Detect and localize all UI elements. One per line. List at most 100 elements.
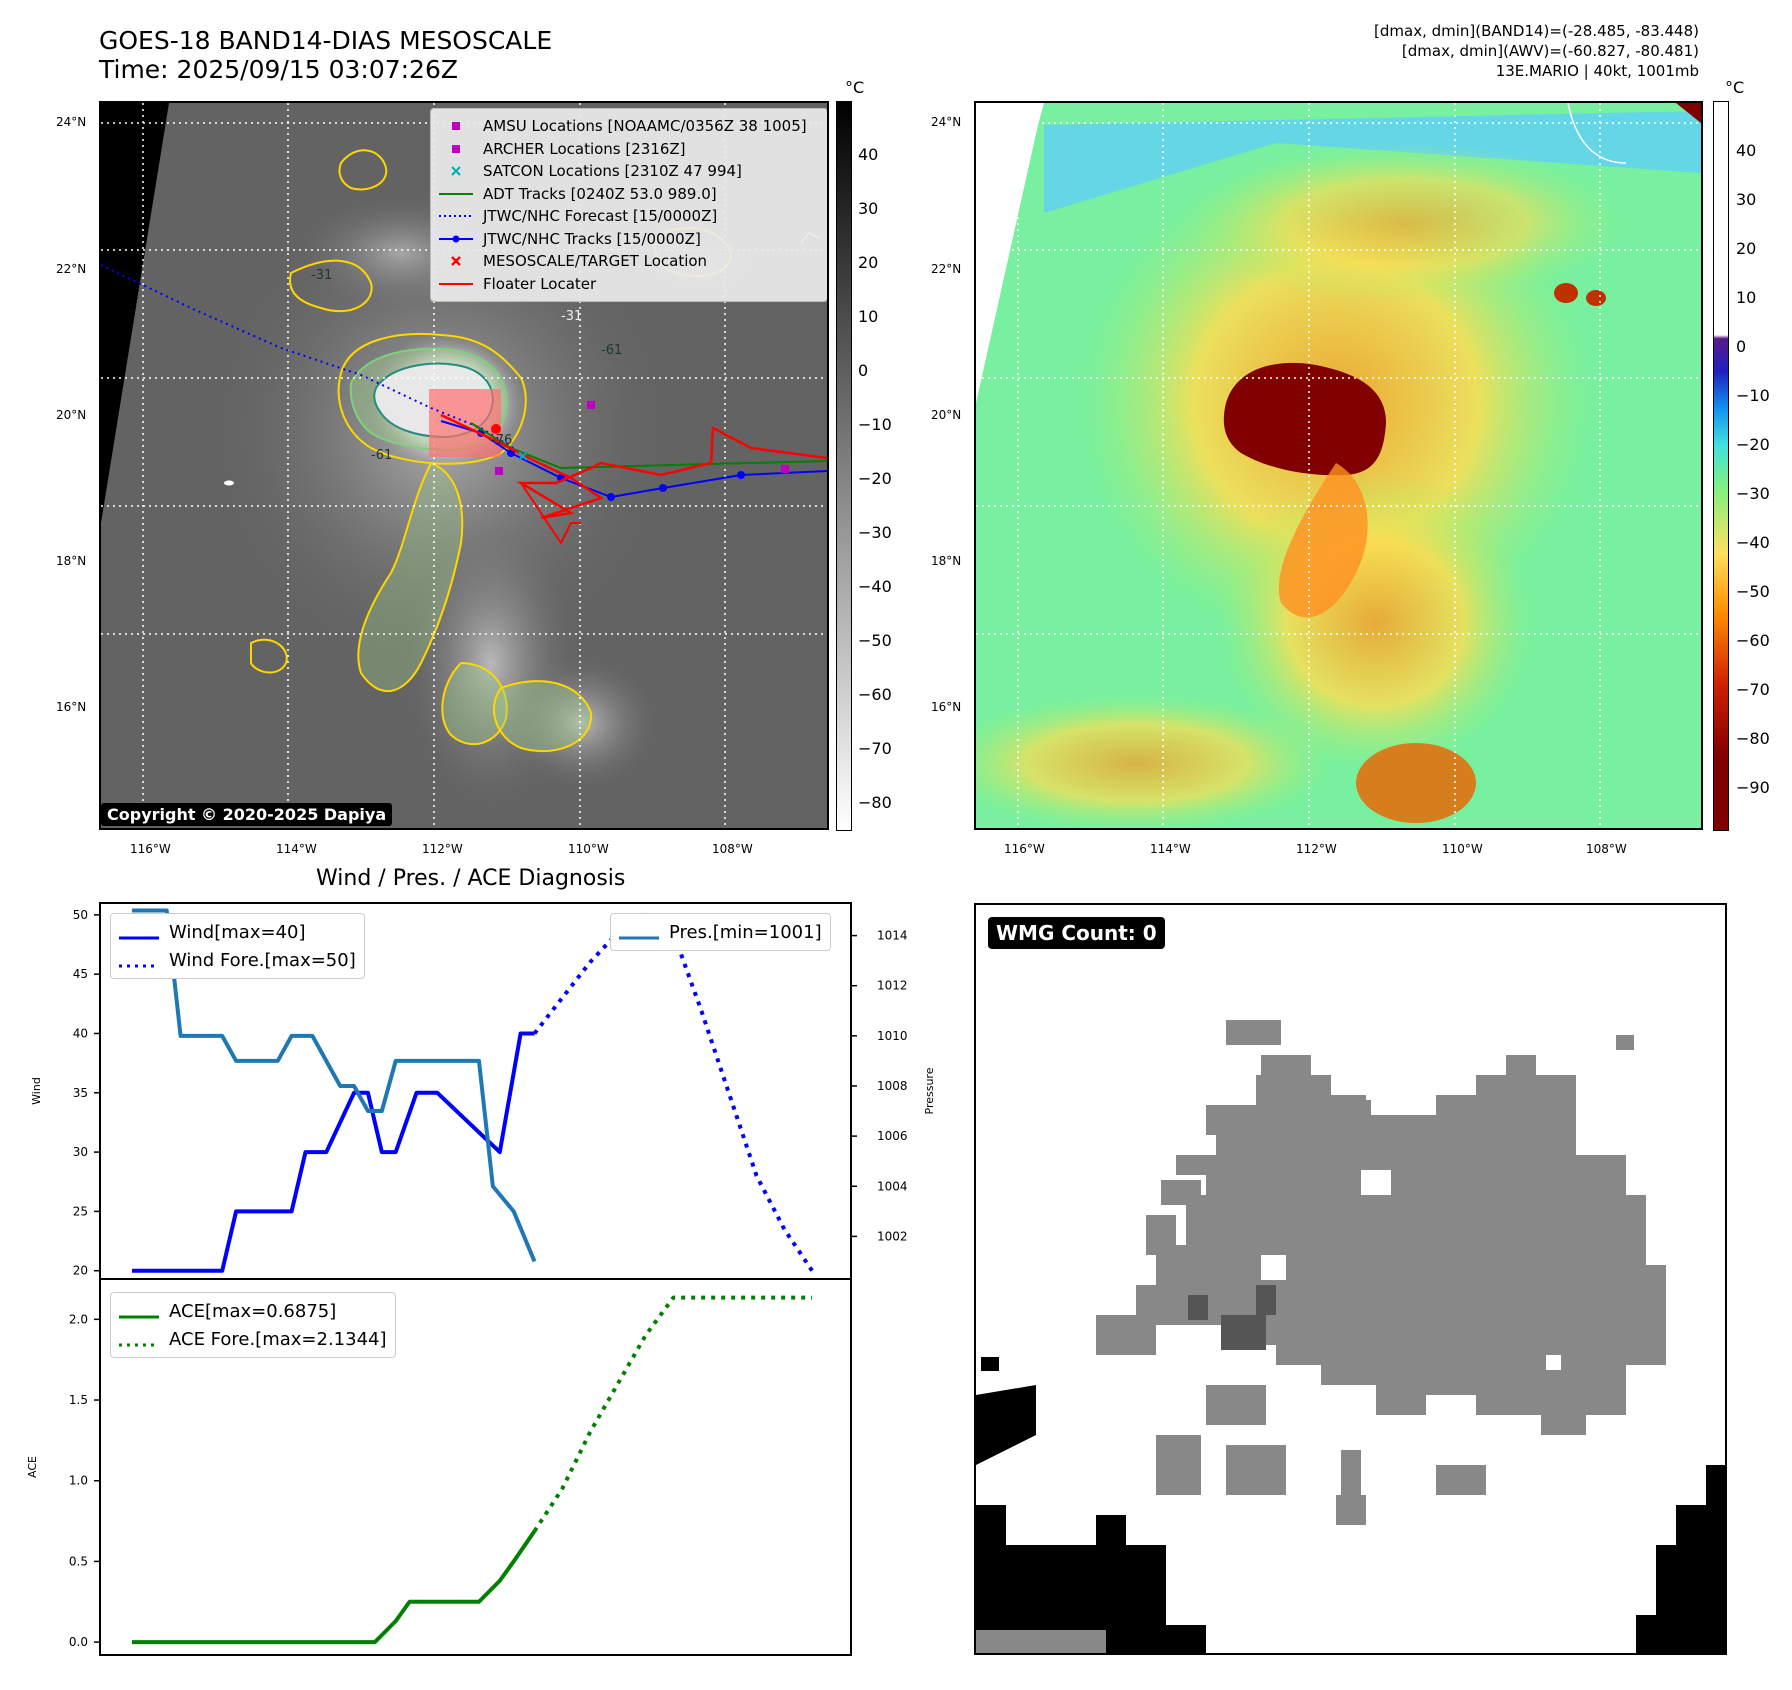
colorbar-tick: −40	[858, 577, 892, 596]
ace-series-line	[132, 1530, 537, 1645]
chart-title: GOES-18 BAND14-DIAS MESOSCALE	[99, 26, 553, 55]
colorbar-tick: −30	[858, 523, 892, 542]
lat-label: 24°N	[56, 115, 87, 129]
awv-colorbar	[1713, 101, 1729, 831]
ir-map-panel: -31 -76 -61 -61 -31 AMSU Locations [NOAA…	[99, 101, 829, 830]
wind-series-line	[132, 1031, 535, 1273]
colorbar-tick: −70	[1736, 680, 1770, 699]
lat-label: 16°N	[931, 700, 962, 714]
colorbar-tick: 30	[858, 199, 879, 218]
lon-label: 110°W	[1442, 842, 1483, 856]
lat-label: 22°N	[56, 262, 87, 276]
lon-label: 112°W	[1296, 842, 1337, 856]
wind-ytick-label: 30	[73, 1145, 88, 1159]
contour-label: -61	[601, 343, 623, 358]
colorbar-tick: 0	[858, 361, 869, 380]
legend-marker	[439, 187, 473, 201]
colorbar-tick: 0	[1736, 337, 1747, 356]
legend-item: SATCON Locations [2310Z 47 994]	[439, 160, 819, 183]
ace-legend: ACE[max=0.6875] ACE Fore.[max=2.1344]	[110, 1292, 396, 1358]
lon-label: 114°W	[1150, 842, 1191, 856]
colorbar-tick: 40	[858, 145, 879, 164]
colorbar-tick: −50	[858, 631, 892, 650]
legend-label: Pres.[min=1001]	[669, 921, 822, 943]
legend-marker	[439, 209, 473, 223]
lon-label: 116°W	[1004, 842, 1045, 856]
ir-colorbar-ticks: 40 30 20 10 0 −10 −20 −30 −40 −50 −60 −7…	[858, 101, 908, 829]
colorbar-unit: °C	[1725, 78, 1745, 97]
legend-item: JTWC/NHC Forecast [15/0000Z]	[439, 205, 819, 228]
copyright-badge: Copyright © 2020-2025 Dapiya	[101, 803, 393, 826]
info-storm: 13E.MARIO | 40kt, 1001mb	[1495, 62, 1699, 80]
lat-label: 18°N	[931, 554, 962, 568]
colorbar-tick: −20	[1736, 435, 1770, 454]
pressure-ytick-label: 1004	[877, 1179, 908, 1193]
pressure-ytick-label: 1010	[877, 1029, 908, 1043]
colorbar-tick: −50	[1736, 582, 1770, 601]
ace-ytick-label: 2.0	[69, 1312, 88, 1326]
legend-label: ACE Fore.[max=2.1344]	[169, 1328, 387, 1350]
colorbar-tick: −70	[858, 739, 892, 758]
legend-item: ARCHER Locations [2316Z]	[439, 138, 819, 161]
ace-panel-frame	[99, 1278, 852, 1656]
legend-marker	[439, 142, 473, 156]
colorbar-tick: −10	[858, 415, 892, 434]
legend-label: JTWC/NHC Tracks [15/0000Z]	[483, 229, 701, 248]
colorbar-tick: −60	[858, 685, 892, 704]
lat-label: 16°N	[56, 700, 87, 714]
info-awv-range: [dmax, dmin](AWV)=(-60.827, -80.481)	[1401, 42, 1699, 60]
ace-ytick-label: 1.5	[69, 1393, 88, 1407]
ace-forecast-line	[532, 1295, 813, 1533]
contour-label: -31	[311, 268, 333, 283]
colorbar-tick: 10	[1736, 288, 1757, 307]
colorbar-tick: 40	[1736, 141, 1757, 160]
legend-item: ACE[max=0.6875]	[119, 1297, 387, 1325]
map-legend: AMSU Locations [NOAAMC/0356Z 38 1005] AR…	[430, 108, 827, 302]
lat-label: 24°N	[931, 115, 962, 129]
colorbar-tick: −30	[1736, 484, 1770, 503]
wind-ytick-label: 50	[73, 908, 88, 922]
legend-marker	[439, 254, 473, 268]
wmg-image	[976, 1020, 1725, 1653]
contour-label: -76	[491, 433, 513, 448]
ir-colorbar	[836, 101, 852, 831]
legend-item: JTWC/NHC Tracks [15/0000Z]	[439, 228, 819, 251]
legend-item: Pres.[min=1001]	[619, 918, 822, 946]
legend-item: MESOSCALE/TARGET Location	[439, 250, 819, 273]
awv-colorbar-ticks: 40 30 20 10 0 −10 −20 −30 −40 −50 −60 −7…	[1736, 101, 1786, 829]
legend-label: ARCHER Locations [2316Z]	[483, 139, 686, 158]
legend-item: ADT Tracks [0240Z 53.0 989.0]	[439, 183, 819, 206]
legend-marker	[119, 1334, 159, 1347]
pressure-axis-label: Pressure	[923, 1067, 936, 1114]
legend-label: SATCON Locations [2310Z 47 994]	[483, 162, 742, 181]
pressure-ytick-label: 1008	[877, 1079, 908, 1093]
legend-marker	[439, 277, 473, 291]
wmg-panel: WMG Count: 0	[974, 903, 1727, 1655]
wind-ytick-label: 35	[73, 1086, 88, 1100]
wind-forecast-line	[532, 912, 814, 1272]
lon-label: 116°W	[130, 842, 171, 856]
lon-label: 108°W	[1586, 842, 1627, 856]
legend-item: Wind[max=40]	[119, 918, 356, 946]
info-band14-range: [dmax, dmin](BAND14)=(-28.485, -83.448)	[1374, 22, 1699, 40]
awv-map-panel	[974, 101, 1703, 830]
contour-label: -61	[371, 448, 393, 463]
colorbar-tick: −80	[1736, 729, 1770, 748]
legend-marker	[439, 232, 473, 246]
legend-label: JTWC/NHC Forecast [15/0000Z]	[483, 207, 718, 226]
lat-label: 20°N	[931, 408, 962, 422]
chart-timestamp: Time: 2025/09/15 03:07:26Z	[99, 55, 458, 84]
legend-label: Wind[max=40]	[169, 921, 306, 943]
wind-legend: Wind[max=40] Wind Fore.[max=50]	[110, 913, 365, 979]
ace-ytick-label: 1.0	[69, 1474, 88, 1488]
colorbar-tick: 10	[858, 307, 879, 326]
wind-ytick-label: 25	[73, 1204, 88, 1218]
lat-label: 20°N	[56, 408, 87, 422]
pressure-legend: Pres.[min=1001]	[610, 913, 831, 951]
ace-ytick-label: 0.0	[69, 1635, 88, 1649]
diagnosis-chart: 20 25 30 35 40 45 50 1002 1004 1006 1008 1010 1012 10…	[26, 902, 936, 1656]
legend-label: ADT Tracks [0240Z 53.0 989.0]	[483, 184, 717, 203]
legend-item: Floater Locater	[439, 273, 819, 296]
pressure-ytick-label: 1014	[877, 929, 908, 943]
colorbar-tick: 20	[1736, 239, 1757, 258]
